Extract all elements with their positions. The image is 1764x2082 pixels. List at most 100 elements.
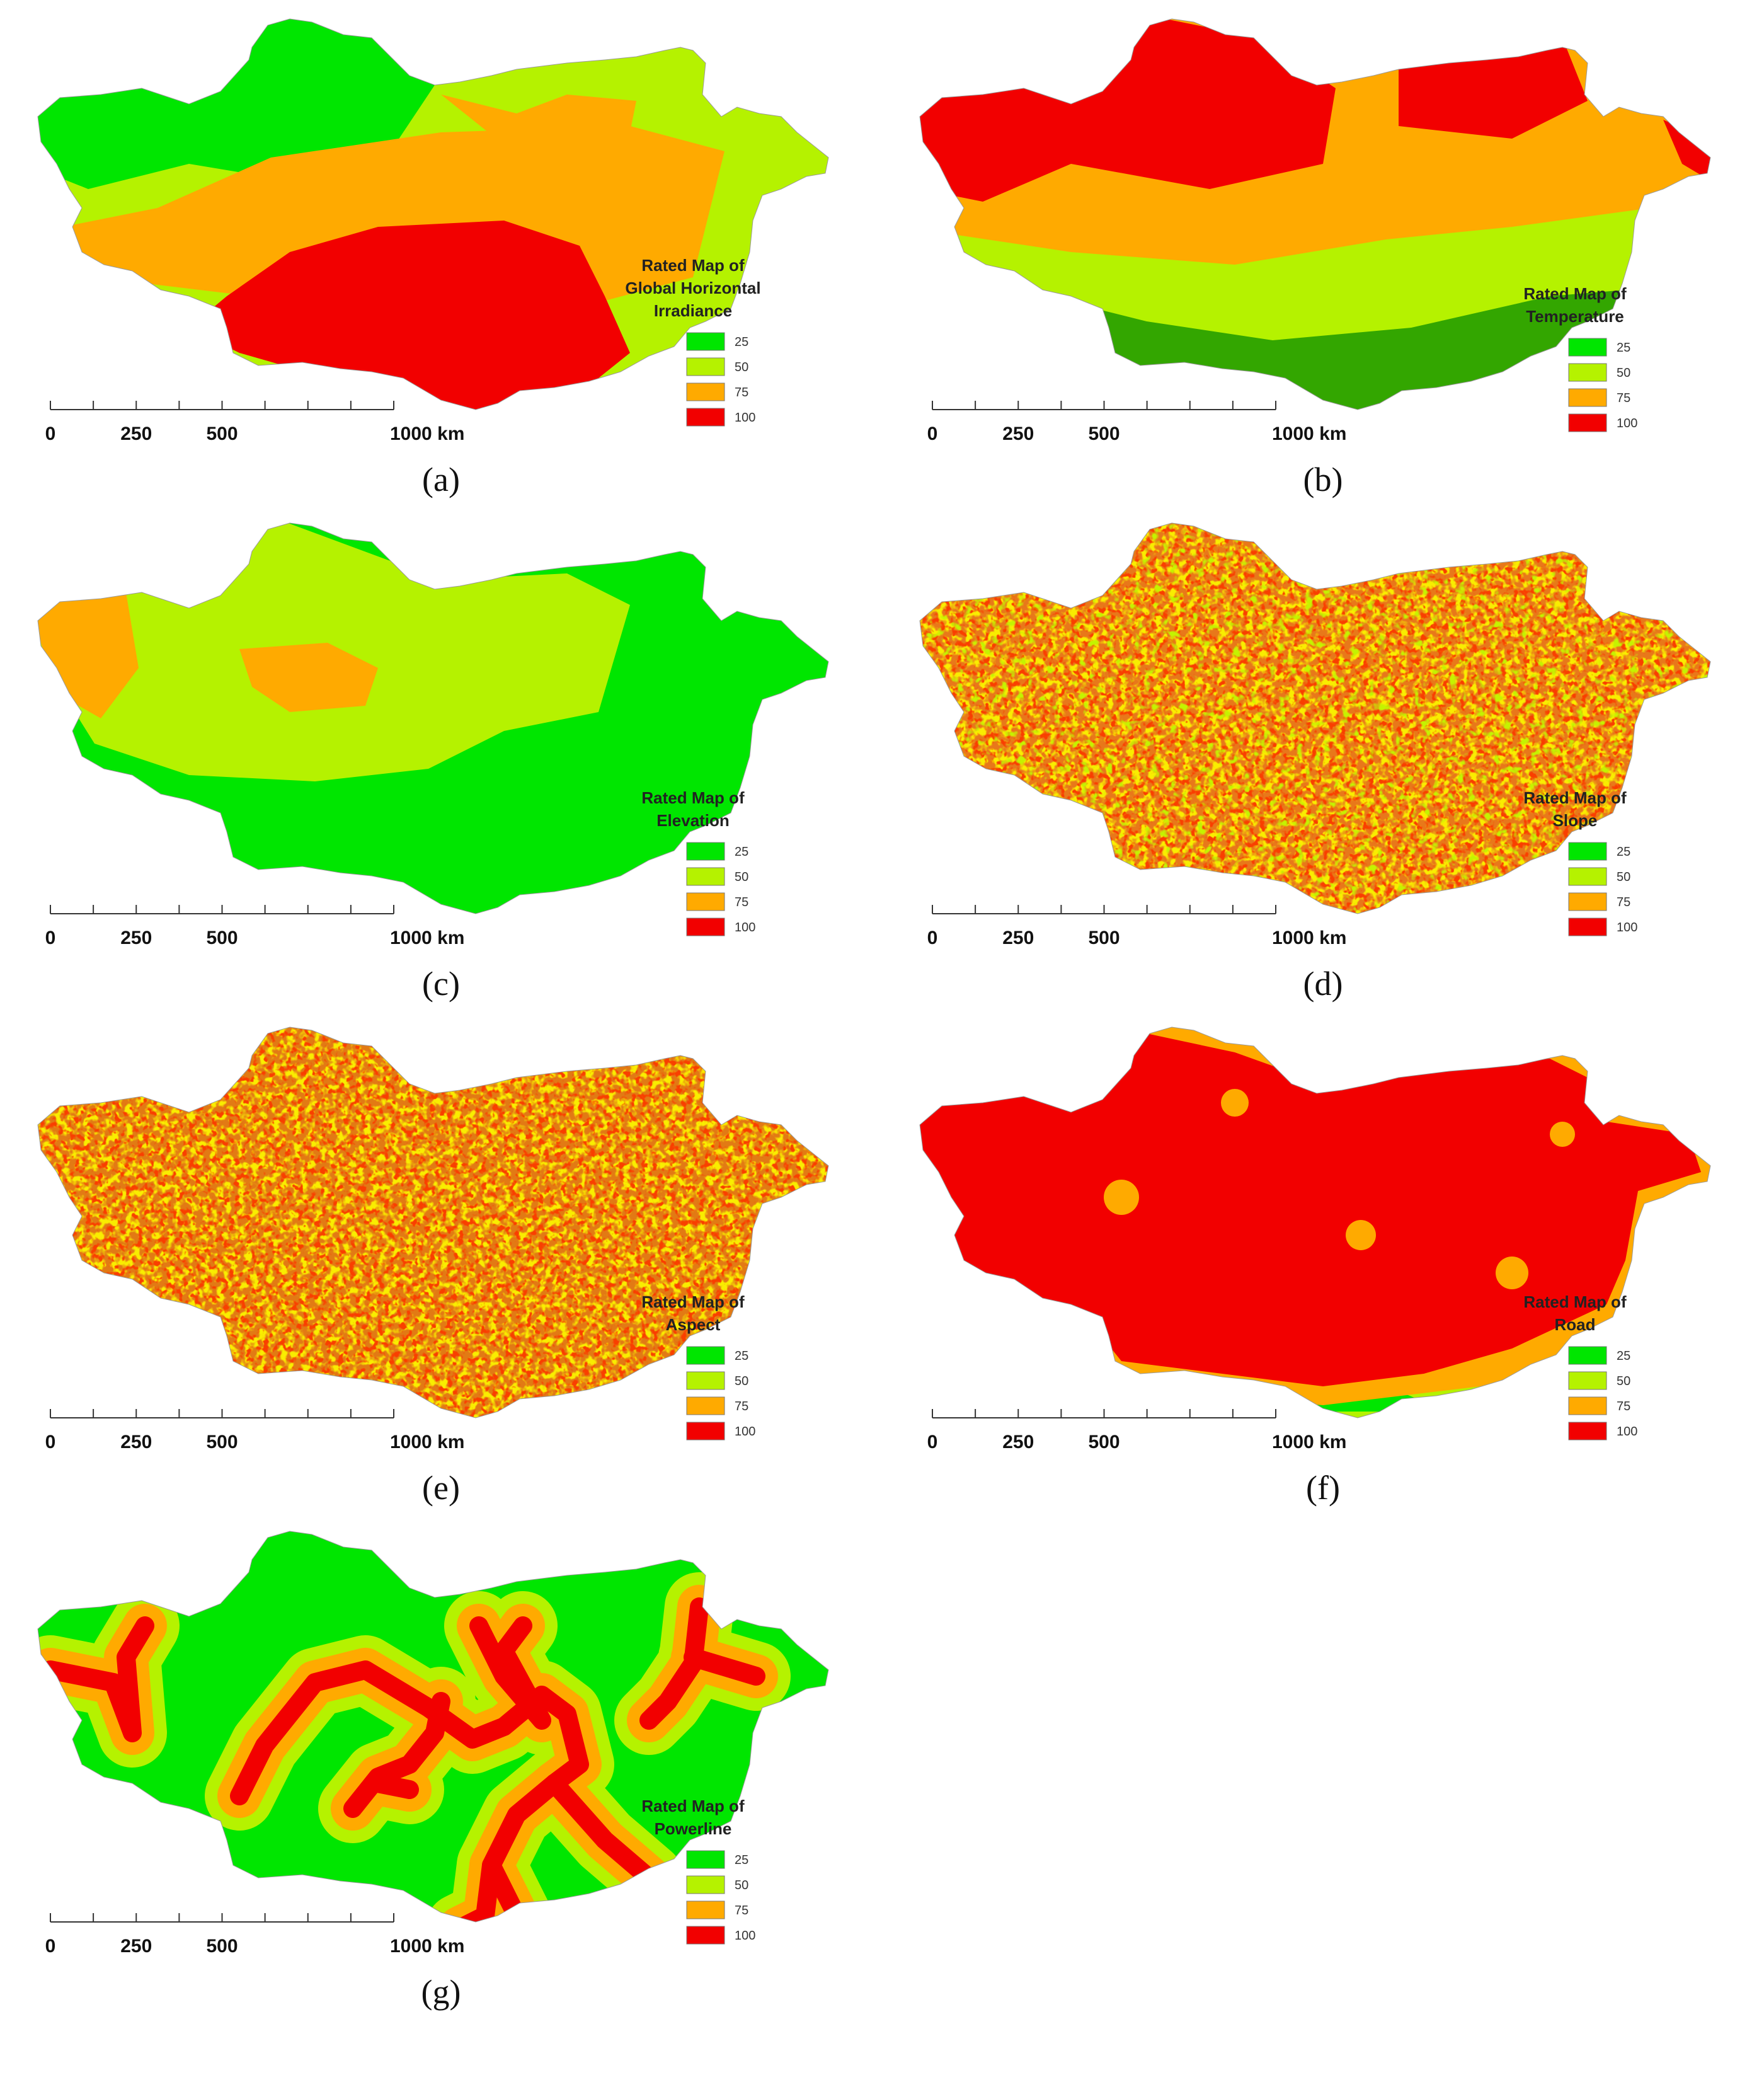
legend-swatch-75 (1568, 1396, 1607, 1415)
caption-b: (b) (1303, 461, 1343, 498)
scale-label: 500 (206, 1432, 238, 1452)
scale-label: 500 (206, 1936, 238, 1957)
scale-bar-c: 0 250 500 1000 km (45, 905, 464, 948)
scale-label: 500 (1088, 928, 1120, 948)
scale-label: 0 (45, 1936, 56, 1957)
legend-swatch-50 (686, 1371, 725, 1390)
scale-label: 0 (927, 1432, 938, 1452)
legend-label-100: 100 (1617, 417, 1637, 430)
legend-title-line: Powerline (655, 1819, 732, 1838)
scale-label: 0 (927, 928, 938, 948)
legend-label-100: 100 (1617, 921, 1637, 935)
legend-label-25: 25 (1617, 1349, 1630, 1363)
legend-title-line: Aspect (666, 1315, 721, 1334)
legend-label-25: 25 (735, 1349, 748, 1363)
legend-title-line: Road (1555, 1315, 1596, 1334)
scale-bar-b: 0 250 500 1000 km (927, 401, 1346, 444)
legend-swatch-100 (1568, 413, 1607, 432)
legend-swatch-75 (686, 892, 725, 911)
legend-title-line: Temperature (1526, 307, 1624, 326)
legend-label-25: 25 (735, 845, 748, 859)
scale-label: 1000 km (390, 423, 464, 444)
legend-title-line: Rated Map of (641, 1797, 745, 1815)
legend-swatch-50 (686, 1875, 725, 1894)
legend-title-line: Rated Map of (641, 1292, 745, 1311)
scale-label: 0 (45, 423, 56, 444)
map-e (37, 1027, 829, 1418)
legend-swatch-25 (686, 842, 725, 861)
scale-label: 0 (45, 1432, 56, 1452)
legend-swatch-75 (1568, 892, 1607, 911)
scale-label: 500 (1088, 423, 1120, 444)
legend-swatch-50 (1568, 867, 1607, 886)
legend-label-25: 25 (1617, 341, 1630, 355)
scale-label: 1000 km (390, 928, 464, 948)
legend-swatch-50 (686, 867, 725, 886)
legend-swatch-50 (1568, 1371, 1607, 1390)
legend-swatch-25 (686, 1850, 725, 1869)
legend-label-75: 75 (1617, 895, 1630, 909)
scale-label: 500 (206, 423, 238, 444)
scale-bar-e: 0 250 500 1000 km (45, 1409, 464, 1452)
legend-label-100: 100 (735, 1929, 755, 1943)
scale-label: 500 (1088, 1432, 1120, 1452)
overlay-d: Rated Map of Slope 25 50 75 100 0 250 500 1000 km (927, 788, 1638, 948)
legend-g: Rated Map of Powerline 25 50 75 100 (641, 1797, 755, 1945)
legend-label-75: 75 (1617, 391, 1630, 405)
legend-label-50: 50 (735, 1878, 748, 1892)
legend-label-50: 50 (735, 870, 748, 884)
scale-bar-g: 0 250 500 1000 km (45, 1913, 464, 1957)
caption-a: (a) (422, 461, 460, 498)
legend-f: Rated Map of Road 25 50 75 100 (1523, 1292, 1637, 1441)
scale-label: 250 (1002, 928, 1034, 948)
map-g (37, 1531, 829, 1923)
scale-label: 0 (927, 423, 938, 444)
panel-a (0, 0, 882, 504)
legend-label-100: 100 (735, 1425, 755, 1439)
legend-swatch-100 (686, 1422, 725, 1441)
overlay-g: Rated Map of Powerline 25 50 75 100 0 250 500 100… (45, 1797, 756, 1957)
legend-title-line: Slope (1553, 811, 1598, 830)
legend-swatch-25 (1568, 842, 1607, 861)
caption-e: (e) (422, 1469, 460, 1507)
legend-swatch-25 (1568, 1346, 1607, 1365)
overlay-b: Rated Map of Temperature 25 50 75 100 0 250 500 1… (927, 284, 1638, 444)
legend-d: Rated Map of Slope 25 50 75 100 (1523, 788, 1637, 936)
legend-swatch-50 (686, 357, 725, 376)
overlay-f: Rated Map of Road 25 50 75 100 0 250 500 1000 km (927, 1292, 1638, 1452)
legend-title-line: Irradiance (654, 301, 732, 320)
legend-label-50: 50 (1617, 1374, 1630, 1388)
legend-swatch-100 (686, 408, 725, 427)
overlay-e: Rated Map of Aspect 25 50 75 100 0 250 500 1000 k… (45, 1292, 756, 1452)
scale-label: 250 (120, 423, 152, 444)
legend-label-75: 75 (735, 1400, 748, 1413)
legend-swatch-25 (1568, 338, 1607, 357)
scale-label: 0 (45, 928, 56, 948)
legend-label-75: 75 (1617, 1400, 1630, 1413)
legend-e: Rated Map of Aspect 25 50 75 100 (641, 1292, 755, 1441)
legend-label-25: 25 (735, 1853, 748, 1867)
legend-label-50: 50 (735, 1374, 748, 1388)
panel-g (0, 1512, 882, 2016)
legend-title-line: Rated Map of (641, 256, 745, 275)
map-f (919, 1027, 1711, 1418)
scale-label: 250 (120, 928, 152, 948)
caption-d: (d) (1303, 965, 1343, 1003)
overlay-a: Rated Map of Global Horizontal Irradiance 2… (45, 256, 761, 444)
legend-label-75: 75 (735, 1904, 748, 1918)
legend-b: Rated Map of Temperature 25 50 75 100 (1523, 284, 1637, 432)
legend-a: Rated Map of Global Horizontal Irradiance 2… (625, 256, 761, 427)
scale-label: 250 (1002, 423, 1034, 444)
caption-f: (f) (1306, 1469, 1340, 1507)
scale-label: 1000 km (1272, 423, 1346, 444)
panel-f (882, 1008, 1764, 1512)
scale-label: 1000 km (390, 1936, 464, 1957)
legend-title-line: Rated Map of (641, 788, 745, 807)
legend-label-50: 50 (735, 360, 748, 374)
scale-label: 1000 km (1272, 928, 1346, 948)
legend-label-50: 50 (1617, 366, 1630, 380)
legend-swatch-75 (686, 1901, 725, 1919)
scale-bar-d: 0 250 500 1000 km (927, 905, 1346, 948)
legend-title-line: Global Horizontal (625, 279, 760, 297)
legend-label-25: 25 (735, 335, 748, 349)
